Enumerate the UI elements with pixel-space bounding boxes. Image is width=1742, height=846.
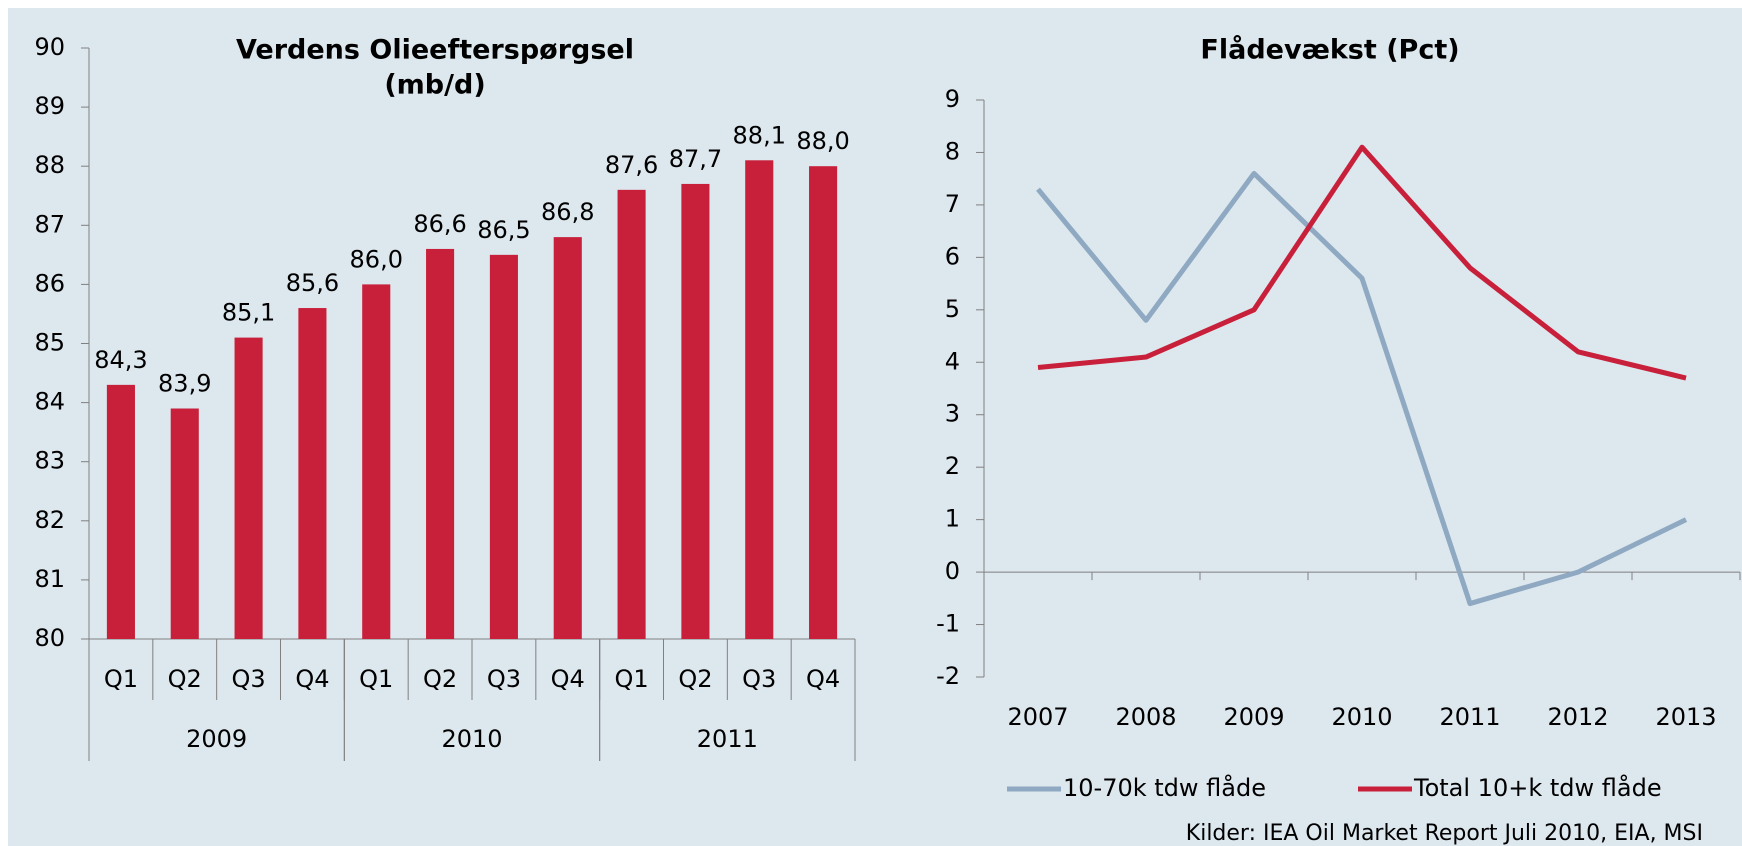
- bar: [426, 248, 455, 639]
- y-tick-label: 0: [945, 557, 960, 585]
- x-tick-label: 2009: [1223, 703, 1284, 731]
- y-tick-label: 88: [34, 151, 65, 179]
- x-tick-label: 2008: [1115, 703, 1176, 731]
- y-tick-label: -2: [936, 662, 960, 690]
- y-tick-label: -1: [936, 610, 960, 638]
- chart-title: Verdens Olieefterspørgsel: [236, 35, 634, 66]
- x-tick-label: Q3: [231, 665, 265, 693]
- value-label: 86,6: [413, 210, 466, 238]
- chart-title: Flådevækst (Pct): [1200, 34, 1459, 66]
- y-tick-label: 8: [945, 137, 960, 165]
- value-label: 84,3: [94, 346, 147, 374]
- x-tick-label: Q4: [806, 665, 840, 693]
- source: Kilder: IEA Oil Market Report Juli 2010,…: [1186, 821, 1703, 846]
- x-tick-label: Q2: [678, 665, 712, 693]
- bar: [681, 183, 710, 639]
- group-label: 2010: [441, 725, 502, 753]
- bar: [745, 160, 774, 640]
- y-tick-label: 3: [945, 400, 960, 428]
- line-series: [1036, 170, 1688, 607]
- y-tick-label: 90: [34, 33, 65, 61]
- line-series: [1037, 144, 1687, 381]
- y-tick-label: 82: [34, 506, 65, 534]
- chart-title: (mb/d): [384, 70, 485, 101]
- x-tick-label: Q2: [168, 665, 202, 693]
- x-tick-label: Q3: [742, 665, 776, 693]
- value-label: 86,0: [350, 245, 403, 273]
- bar: [234, 337, 263, 639]
- bar: [553, 237, 582, 639]
- bar: [489, 254, 518, 639]
- y-tick-label: 87: [34, 210, 65, 238]
- group-label: 2009: [186, 725, 247, 753]
- y-tick-label: 2: [945, 452, 960, 480]
- y-tick-label: 83: [34, 447, 65, 475]
- x-tick-label: Q1: [359, 665, 393, 693]
- x-tick-label: 2012: [1547, 703, 1608, 731]
- x-tick-label: 2011: [1439, 703, 1500, 731]
- bar: [298, 308, 327, 639]
- x-tick-label: Q4: [551, 665, 585, 693]
- bar: [809, 166, 838, 639]
- y-tick-label: 9: [945, 85, 960, 113]
- bar: [170, 408, 199, 639]
- x-tick-label: 2007: [1007, 703, 1068, 731]
- value-label: 88,1: [733, 121, 786, 149]
- value-label: 87,6: [605, 151, 658, 179]
- x-tick-label: 2013: [1655, 703, 1716, 731]
- x-tick-label: Q3: [487, 665, 521, 693]
- legend-label: Total 10+k tdw flåde: [1413, 773, 1662, 802]
- panel: [8, 8, 1742, 846]
- y-tick-label: 1: [945, 505, 960, 533]
- value-label: 83,9: [158, 370, 211, 398]
- y-tick-label: 85: [34, 329, 65, 357]
- legend-label: 10-70k tdw flåde: [1063, 773, 1266, 802]
- y-tick-label: 7: [945, 190, 960, 218]
- x-tick-label: Q1: [614, 665, 648, 693]
- y-tick-label: 80: [34, 624, 65, 652]
- y-tick-label: 4: [945, 347, 960, 375]
- value-label: 85,6: [286, 269, 339, 297]
- y-tick-label: 5: [945, 295, 960, 323]
- value-label: 85,1: [222, 299, 275, 327]
- y-tick-label: 81: [34, 565, 65, 593]
- value-label: 87,7: [669, 145, 722, 173]
- bar: [362, 284, 391, 639]
- value-label: 88,0: [796, 127, 849, 155]
- bar: [617, 189, 646, 639]
- y-tick-label: 6: [945, 242, 960, 270]
- x-tick-label: Q2: [423, 665, 457, 693]
- x-tick-label: Q4: [295, 665, 329, 693]
- x-tick-label: Q1: [104, 665, 138, 693]
- y-tick-label: 89: [34, 92, 65, 120]
- value-label: 86,8: [541, 198, 594, 226]
- y-tick-label: 86: [34, 269, 65, 297]
- y-tick-label: 84: [34, 388, 65, 416]
- value-label: 86,5: [477, 216, 530, 244]
- x-tick-label: 2010: [1331, 703, 1392, 731]
- bar: [106, 384, 135, 639]
- group-label: 2011: [697, 725, 758, 753]
